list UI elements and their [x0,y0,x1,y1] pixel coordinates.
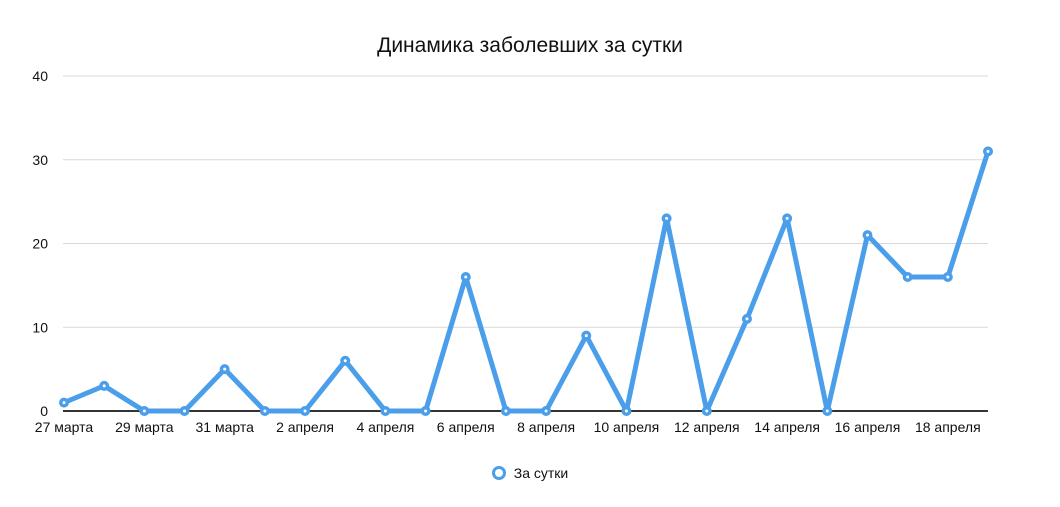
data-point-center [223,367,227,371]
data-point-center [62,401,66,405]
data-point-center [142,409,146,413]
x-tick-label: 27 марта [35,419,94,435]
data-point-center [584,334,588,338]
series-line [61,148,991,414]
data-point-center [825,409,829,413]
data-point-center [343,359,347,363]
y-tick-label: 30 [32,152,48,168]
data-point-center [464,275,468,279]
data-point-center [544,409,548,413]
legend: За сутки [0,465,1060,481]
x-tick-label: 18 апреля [915,419,981,435]
data-point-center [504,409,508,413]
data-point-center [705,409,709,413]
x-tick-label: 12 апреля [674,419,740,435]
data-point-center [303,409,307,413]
x-tick-label: 10 апреля [594,419,660,435]
x-tick-label: 16 апреля [835,419,901,435]
data-point-center [183,409,187,413]
data-point-center [865,233,869,237]
y-tick-label: 40 [32,68,48,84]
data-point-center [906,275,910,279]
x-tick-label: 31 марта [195,419,254,435]
data-point-center [986,149,990,153]
data-point-center [383,409,387,413]
data-point-center [263,409,267,413]
legend-label: За сутки [513,465,569,481]
data-point-center [102,384,106,388]
data-point-center [946,275,950,279]
legend-marker-icon [491,466,506,480]
data-point-center [785,216,789,220]
data-point-center [745,317,749,321]
y-tick-label: 20 [32,236,48,252]
chart-title: Динамика заболевших за сутки [377,34,683,57]
y-tick-label: 0 [40,403,48,419]
data-point-center [624,409,628,413]
x-tick-label: 29 марта [115,419,174,435]
x-tick-label: 8 апреля [517,419,575,435]
x-tick-label: 14 апреля [754,419,820,435]
x-tick-label: 6 апреля [437,419,495,435]
data-point-center [424,409,428,413]
y-tick-label: 10 [32,319,48,335]
x-tick-label: 4 апреля [356,419,414,435]
data-point-center [665,216,669,220]
x-tick-label: 2 апреля [276,419,334,435]
